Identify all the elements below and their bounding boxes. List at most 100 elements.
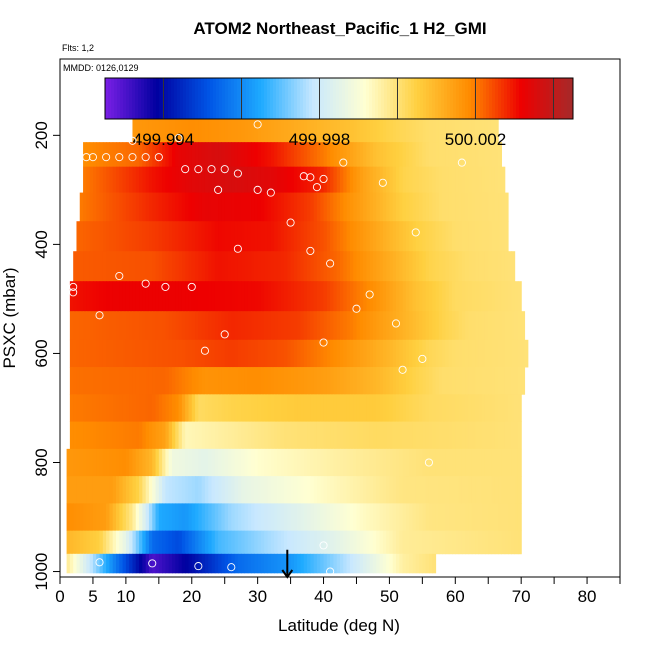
heatmap-cell <box>458 142 463 168</box>
heatmap-cell <box>254 192 259 222</box>
heatmap-cell <box>211 117 216 143</box>
heatmap-cell <box>260 311 265 341</box>
colorbar-swatch <box>462 78 466 119</box>
heatmap-cell <box>297 448 302 477</box>
heatmap-cell <box>498 311 503 341</box>
heatmap-cell <box>168 251 173 282</box>
heatmap-cell <box>458 281 463 312</box>
heatmap-cell <box>432 367 437 395</box>
heatmap-cell <box>224 530 229 555</box>
heatmap-cell <box>109 251 114 282</box>
heatmap-cell <box>221 448 226 477</box>
heatmap-layer <box>69 421 522 450</box>
heatmap-cell <box>409 281 414 312</box>
sample-point <box>95 311 104 320</box>
heatmap-cell <box>198 530 203 555</box>
heatmap-cell <box>92 476 97 504</box>
heatmap-cell <box>461 281 466 312</box>
heatmap-cell <box>517 394 522 422</box>
heatmap-cell <box>323 339 328 368</box>
heatmap-cell <box>412 530 417 555</box>
colorbar-swatch <box>540 78 544 119</box>
heatmap-cell <box>389 503 394 532</box>
heatmap-cell <box>185 192 190 222</box>
colorbar-swatch <box>549 78 553 119</box>
heatmap-cell <box>392 117 397 143</box>
heatmap-cell <box>129 394 134 422</box>
heatmap-cell <box>409 421 414 450</box>
heatmap-cell <box>129 503 134 532</box>
heatmap-cell <box>307 311 311 341</box>
heatmap-cell <box>152 339 157 368</box>
heatmap-cell <box>313 476 318 504</box>
heatmap-cell <box>494 503 499 532</box>
heatmap-cell <box>297 311 302 341</box>
heatmap-cell <box>415 192 420 222</box>
heatmap-cell <box>145 142 150 168</box>
heatmap-cell <box>415 311 420 341</box>
heatmap-cell <box>300 251 305 282</box>
heatmap-cell <box>234 394 239 422</box>
colorbar-swatch <box>333 78 337 119</box>
heatmap-cell <box>260 142 265 168</box>
heatmap-cell <box>218 166 223 193</box>
heatmap-cell <box>465 251 470 282</box>
heatmap-cell <box>461 394 466 422</box>
heatmap-cell <box>237 367 242 395</box>
heatmap-cell <box>386 311 391 341</box>
heatmap-cell <box>511 448 516 477</box>
heatmap-cell <box>366 476 371 504</box>
heatmap-cell <box>323 311 328 341</box>
heatmap-cell <box>148 530 153 555</box>
heatmap-cell <box>382 142 387 168</box>
heatmap-cell <box>307 394 311 422</box>
heatmap-cell <box>508 503 512 532</box>
heatmap-cell <box>168 476 173 504</box>
heatmap-cell <box>353 311 358 341</box>
heatmap-cell <box>76 339 81 368</box>
heatmap-cell <box>224 339 229 368</box>
heatmap-cell <box>349 553 354 574</box>
heatmap-cell <box>228 448 232 477</box>
heatmap-cell <box>303 142 308 168</box>
heatmap-cell <box>316 553 321 574</box>
heatmap-cell <box>316 339 321 368</box>
heatmap-cell <box>142 553 147 574</box>
heatmap-layer <box>83 166 506 193</box>
heatmap-cell <box>280 221 285 252</box>
heatmap-cell <box>247 394 252 422</box>
heatmap-cell <box>303 281 308 312</box>
colorbar-swatch <box>105 78 109 119</box>
heatmap-cell <box>228 476 232 504</box>
heatmap-cell <box>481 394 486 422</box>
heatmap-cell <box>264 221 269 252</box>
heatmap-cell <box>363 421 367 450</box>
heatmap-cell <box>135 421 140 450</box>
heatmap-cell <box>83 192 87 222</box>
heatmap-cell <box>234 281 239 312</box>
heatmap-cell <box>343 117 348 143</box>
colorbar-swatch <box>390 78 394 119</box>
heatmap-cell <box>106 142 111 168</box>
heatmap-cell <box>353 476 358 504</box>
heatmap-cell <box>455 311 460 341</box>
heatmap-cell <box>313 281 318 312</box>
heatmap-cell <box>264 476 269 504</box>
heatmap-cell <box>455 281 460 312</box>
heatmap-cell <box>323 192 328 222</box>
heatmap-cell <box>293 221 298 252</box>
heatmap-cell <box>109 142 114 168</box>
heatmap-cell <box>471 166 476 193</box>
heatmap-cell <box>204 251 209 282</box>
heatmap-cell <box>491 530 496 555</box>
heatmap-cell <box>491 367 496 395</box>
sample-point <box>115 271 124 281</box>
heatmap-cell <box>76 221 81 252</box>
heatmap-cell <box>379 553 384 574</box>
heatmap-cell <box>399 281 404 312</box>
heatmap-cell <box>330 448 335 477</box>
heatmap-cell <box>191 503 196 532</box>
heatmap-cell <box>106 503 111 532</box>
heatmap-cell <box>195 221 199 252</box>
heatmap-cell <box>366 339 371 368</box>
